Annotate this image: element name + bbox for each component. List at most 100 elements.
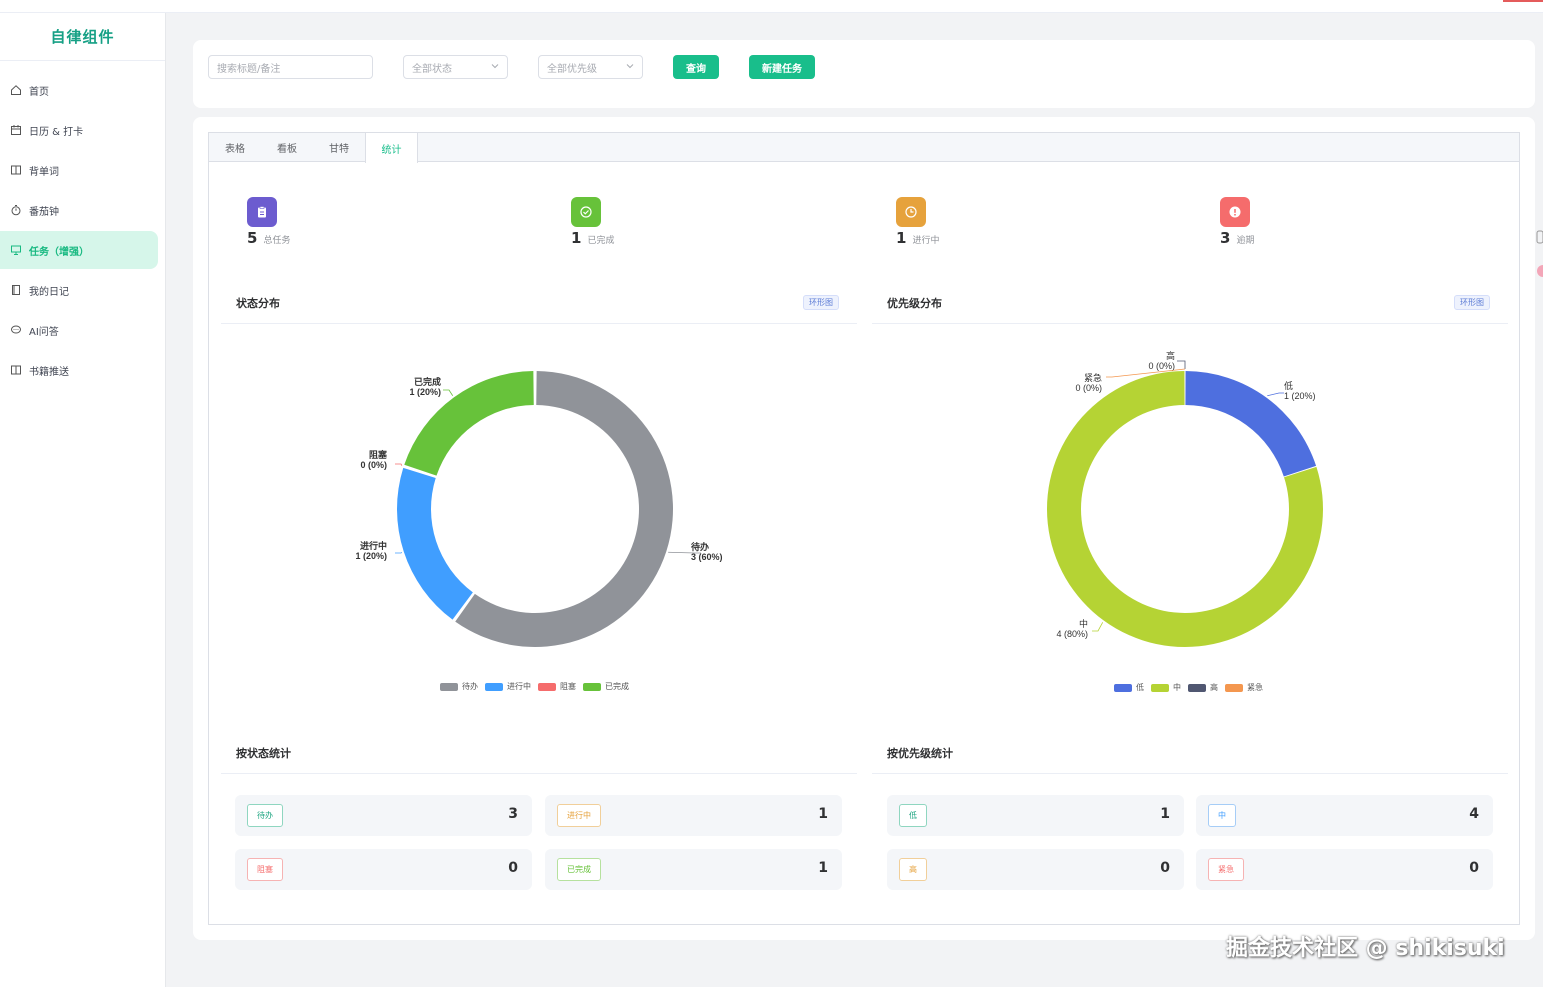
tab-gantt[interactable]: 甘特	[329, 144, 349, 155]
stat-label: 进行中	[912, 236, 940, 246]
legend-item[interactable]: 低	[1114, 682, 1144, 693]
priority-count-card: 低 1	[887, 795, 1184, 836]
svg-text:阻塞: 阻塞	[369, 449, 388, 460]
status-tag: 阻塞	[247, 858, 283, 881]
status-tag: 待办	[247, 804, 283, 827]
count-value: 4	[1469, 806, 1479, 822]
presentation-icon	[10, 244, 22, 256]
main-panel: 表格 看板 甘特 统计 5 总任务 1 已完成 1 进行中 3 逾期 状态分布 环形图 …	[193, 117, 1535, 940]
donut-slice[interactable]	[397, 467, 473, 620]
brand-title: 自律组件	[0, 13, 165, 61]
count-value: 1	[818, 860, 828, 876]
search-input[interactable]: 搜索标题/备注	[208, 55, 373, 79]
stat-overdue: 3 逾期	[1220, 197, 1254, 247]
svg-text:高: 高	[1166, 350, 1175, 361]
home-icon	[10, 84, 22, 96]
search-placeholder: 搜索标题/备注	[217, 63, 281, 75]
svg-text:中: 中	[1079, 618, 1088, 629]
status-tag: 进行中	[557, 804, 601, 827]
sidebar-item-pomodoro[interactable]: 番茄钟	[0, 191, 158, 229]
legend-item[interactable]: 阻塞	[538, 681, 576, 692]
status-chart-type-tag[interactable]: 环形图	[803, 295, 839, 310]
priority-donut-chart: 低1 (20%)中4 (80%)高0 (0%)紧急0 (0%)	[1047, 350, 1323, 647]
sidebar-item-label: 我的日记	[29, 286, 69, 298]
status-count-card: 进行中 1	[545, 795, 842, 836]
chat-icon	[10, 324, 22, 336]
legend-item[interactable]: 中	[1151, 682, 1181, 693]
tab-statistics[interactable]: 统计	[365, 133, 418, 163]
status-count-card: 已完成 1	[545, 849, 842, 890]
priority-count-card: 中 4	[1196, 795, 1493, 836]
divider	[872, 323, 1508, 324]
slice-label: 低1 (20%)	[1267, 380, 1316, 401]
sidebar-item-label: AI问答	[29, 326, 59, 338]
floating-edge-tools[interactable]	[1534, 228, 1543, 282]
svg-text:0 (0%): 0 (0%)	[1148, 361, 1175, 371]
priority-count-card: 高 0	[887, 849, 1184, 890]
svg-text:1 (20%): 1 (20%)	[1284, 391, 1316, 401]
sidebar-item-calendar[interactable]: 日历 & 打卡	[0, 111, 158, 149]
count-value: 0	[1469, 860, 1479, 876]
sidebar-item-label: 任务（增强）	[29, 246, 89, 258]
legend-item[interactable]: 高	[1188, 682, 1218, 693]
priority-chart-legend: 低 中 高 紧急	[1114, 682, 1270, 693]
legend-label: 待办	[462, 682, 478, 691]
stat-value: 5	[247, 229, 258, 247]
stat-value: 1	[571, 229, 582, 247]
divider	[221, 323, 857, 324]
priority-select[interactable]: 全部优先级	[538, 55, 643, 79]
count-value: 3	[508, 806, 518, 822]
svg-text:已完成: 已完成	[414, 376, 441, 387]
stat-label: 已完成	[587, 236, 615, 246]
priority-tag: 高	[899, 858, 927, 881]
legend-swatch	[485, 682, 503, 691]
sidebar: 自律组件 首页 日历 & 打卡 背单词 番茄钟 任务（增强） 我的日记 AI问答	[0, 13, 166, 987]
priority-chart-type-tag[interactable]: 环形图	[1454, 295, 1490, 310]
query-button[interactable]: 查询	[673, 55, 719, 79]
sidebar-item-books[interactable]: 书籍推送	[0, 351, 158, 389]
legend-label: 紧急	[1247, 683, 1263, 692]
legend-swatch	[583, 682, 601, 691]
book-open-icon	[10, 364, 22, 376]
legend-item[interactable]: 进行中	[485, 681, 531, 692]
sidebar-item-ai-qa[interactable]: AI问答	[0, 311, 158, 349]
tab-kanban[interactable]: 看板	[277, 144, 297, 155]
clock-icon	[896, 197, 926, 227]
donut-slice[interactable]	[404, 371, 534, 476]
new-task-button[interactable]: 新建任务	[749, 55, 815, 79]
donut-slice[interactable]	[455, 371, 673, 647]
status-select[interactable]: 全部状态	[403, 55, 508, 79]
sidebar-item-tasks[interactable]: 任务（增强）	[0, 231, 158, 269]
legend-item[interactable]: 已完成	[583, 681, 629, 692]
sidebar-item-vocabulary[interactable]: 背单词	[0, 151, 158, 189]
priority-tag: 低	[899, 804, 927, 827]
priority-distribution-title: 优先级分布	[887, 297, 942, 310]
donut-slice[interactable]	[1185, 371, 1317, 477]
sidebar-item-diary[interactable]: 我的日记	[0, 271, 158, 309]
calendar-icon	[10, 124, 22, 136]
status-distribution-title: 状态分布	[236, 297, 280, 310]
chevron-down-icon	[491, 64, 499, 69]
legend-item[interactable]: 紧急	[1225, 682, 1263, 693]
legend-label: 已完成	[605, 682, 629, 691]
count-value: 0	[1160, 860, 1170, 876]
legend-item[interactable]: 待办	[440, 681, 478, 692]
tabs-container: 表格 看板 甘特 统计 5 总任务 1 已完成 1 进行中 3 逾期 状态分布 环形图 …	[208, 132, 1520, 925]
sidebar-item-label: 首页	[29, 86, 49, 98]
slice-label: 高0 (0%)	[1148, 350, 1186, 371]
svg-text:3 (60%): 3 (60%)	[691, 552, 723, 562]
stat-in-progress: 1 进行中	[896, 197, 939, 247]
legend-swatch	[1114, 683, 1132, 692]
status-count-title: 按状态统计	[236, 747, 291, 760]
priority-count-card: 紧急 0	[1196, 849, 1493, 890]
priority-tag: 中	[1208, 804, 1236, 827]
tab-table[interactable]: 表格	[225, 144, 245, 155]
notebook-icon	[10, 284, 22, 296]
stat-value: 1	[896, 229, 907, 247]
sidebar-item-label: 番茄钟	[29, 206, 59, 218]
legend-label: 中	[1173, 683, 1181, 692]
legend-swatch	[1225, 683, 1243, 692]
sidebar-item-home[interactable]: 首页	[0, 71, 158, 109]
